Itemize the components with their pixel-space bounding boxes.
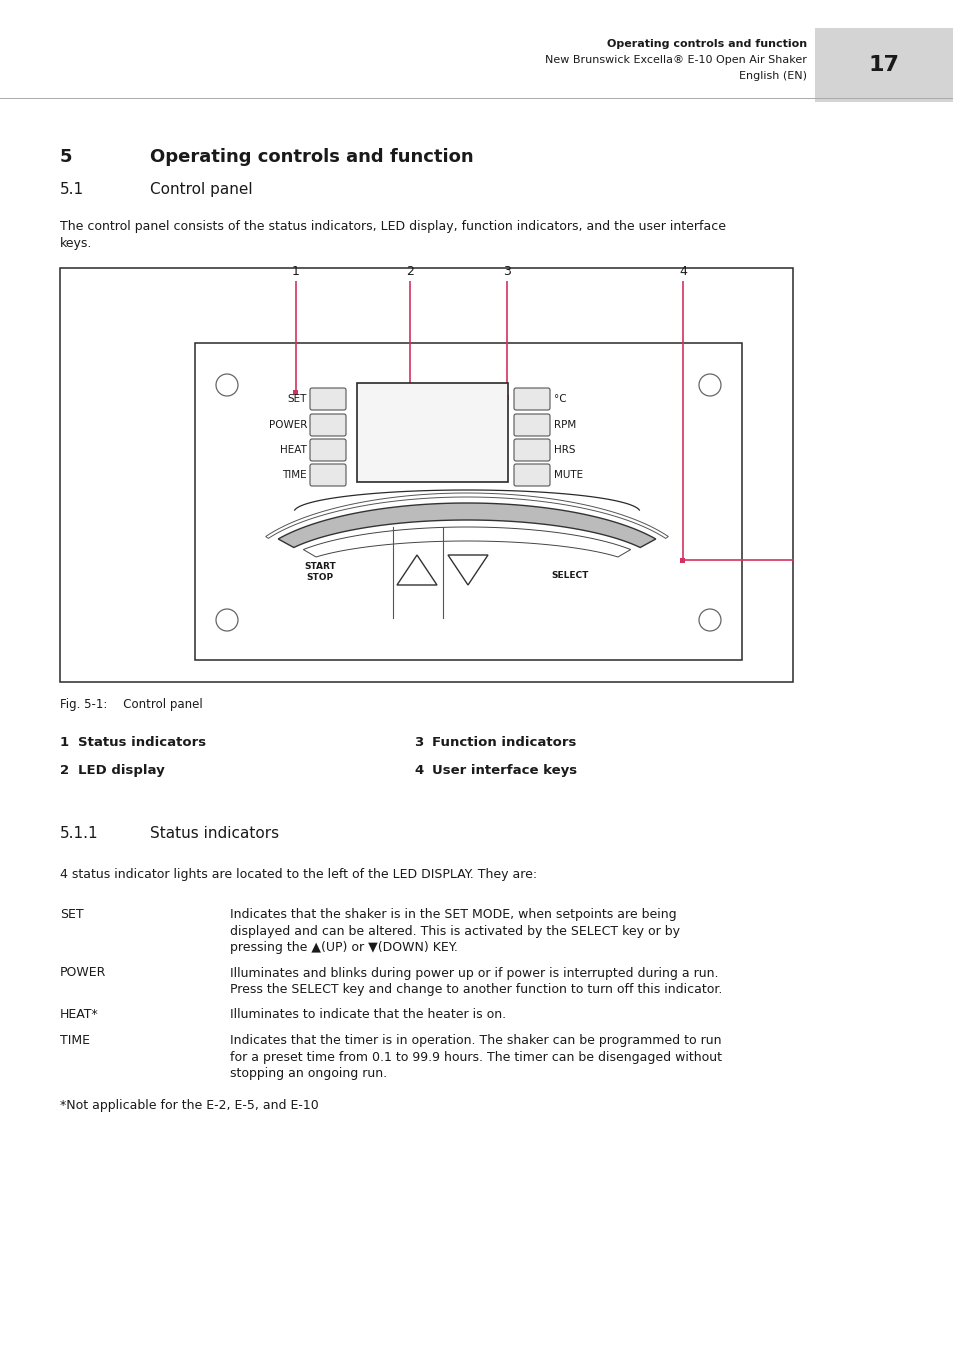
Text: 5.1: 5.1 (60, 182, 84, 197)
FancyBboxPatch shape (310, 414, 346, 436)
Text: Press the SELECT key and change to another function to turn off this indicator.: Press the SELECT key and change to anoth… (230, 983, 721, 996)
Polygon shape (396, 555, 436, 585)
Text: TIME: TIME (282, 470, 307, 481)
Text: User interface keys: User interface keys (432, 764, 577, 778)
Text: Status indicators: Status indicators (150, 826, 279, 841)
Bar (194, 343, 741, 660)
FancyBboxPatch shape (310, 439, 346, 460)
Text: The control panel consists of the status indicators, LED display, function indic: The control panel consists of the status… (60, 220, 725, 234)
Polygon shape (448, 555, 488, 585)
Text: START: START (304, 562, 335, 571)
Text: keys.: keys. (60, 238, 92, 250)
Text: Indicates that the shaker is in the SET MODE, when setpoints are being: Indicates that the shaker is in the SET … (230, 909, 676, 921)
Circle shape (215, 609, 237, 630)
FancyBboxPatch shape (514, 439, 550, 460)
Text: HRS: HRS (554, 446, 575, 455)
Text: displayed and can be altered. This is activated by the SELECT key or by: displayed and can be altered. This is ac… (230, 925, 679, 937)
Text: HEAT*: HEAT* (60, 1008, 99, 1022)
Bar (356, 383, 507, 482)
Text: SET: SET (60, 909, 84, 921)
Text: 1: 1 (60, 736, 69, 749)
Circle shape (699, 374, 720, 396)
Text: pressing the ▲(UP) or ▼(DOWN) KEY.: pressing the ▲(UP) or ▼(DOWN) KEY. (230, 941, 457, 954)
Text: English (EN): English (EN) (739, 72, 806, 81)
Text: Control panel: Control panel (150, 182, 253, 197)
Text: POWER: POWER (60, 967, 107, 980)
Text: Fig. 5-1:: Fig. 5-1: (60, 698, 108, 711)
Circle shape (215, 374, 237, 396)
Text: 4: 4 (414, 764, 423, 778)
Text: 3: 3 (414, 736, 423, 749)
Text: 2: 2 (406, 265, 414, 278)
FancyBboxPatch shape (514, 464, 550, 486)
Text: Illuminates to indicate that the heater is on.: Illuminates to indicate that the heater … (230, 1008, 506, 1022)
Text: Operating controls and function: Operating controls and function (606, 39, 806, 49)
Circle shape (699, 609, 720, 630)
Text: 1: 1 (292, 265, 299, 278)
Bar (294, 390, 298, 394)
Bar (60, 269, 792, 682)
Text: 2: 2 (60, 764, 69, 778)
Text: Illuminates and blinks during power up or if power is interrupted during a run.: Illuminates and blinks during power up o… (230, 967, 718, 980)
Text: New Brunswick Excella® E-10 Open Air Shaker: New Brunswick Excella® E-10 Open Air Sha… (544, 55, 806, 65)
Bar (407, 401, 412, 406)
Text: SELECT: SELECT (551, 571, 588, 580)
Text: °C: °C (554, 394, 566, 404)
Text: 4: 4 (679, 265, 686, 278)
FancyBboxPatch shape (514, 387, 550, 410)
Text: Function indicators: Function indicators (432, 736, 576, 749)
FancyBboxPatch shape (310, 464, 346, 486)
Text: RPM: RPM (554, 420, 576, 431)
Bar (504, 394, 509, 400)
Text: 17: 17 (868, 55, 899, 76)
Text: 5.1.1: 5.1.1 (60, 826, 98, 841)
Text: Status indicators: Status indicators (78, 736, 206, 749)
Text: MUTE: MUTE (554, 470, 582, 481)
Text: stopping an ongoing run.: stopping an ongoing run. (230, 1066, 387, 1080)
FancyBboxPatch shape (310, 387, 346, 410)
Text: STOP: STOP (306, 572, 334, 582)
Text: 5: 5 (60, 148, 72, 166)
Text: Indicates that the timer is in operation. The shaker can be programmed to run: Indicates that the timer is in operation… (230, 1034, 720, 1048)
Bar (679, 558, 685, 563)
Polygon shape (303, 526, 630, 558)
Text: Control panel: Control panel (112, 698, 203, 711)
Text: 3: 3 (502, 265, 511, 278)
Bar (814, 28, 953, 103)
Text: HEAT: HEAT (280, 446, 307, 455)
Text: LED display: LED display (78, 764, 165, 778)
Text: *Not applicable for the E-2, E-5, and E-10: *Not applicable for the E-2, E-5, and E-… (60, 1099, 318, 1111)
Text: 4 status indicator lights are located to the left of the LED DISPLAY. They are:: 4 status indicator lights are located to… (60, 868, 537, 882)
FancyBboxPatch shape (514, 414, 550, 436)
Text: TIME: TIME (60, 1034, 90, 1048)
Polygon shape (278, 504, 655, 548)
Text: for a preset time from 0.1 to 99.9 hours. The timer can be disengaged without: for a preset time from 0.1 to 99.9 hours… (230, 1050, 721, 1064)
Text: Operating controls and function: Operating controls and function (150, 148, 473, 166)
Text: SET: SET (287, 394, 307, 404)
Text: POWER: POWER (269, 420, 307, 431)
